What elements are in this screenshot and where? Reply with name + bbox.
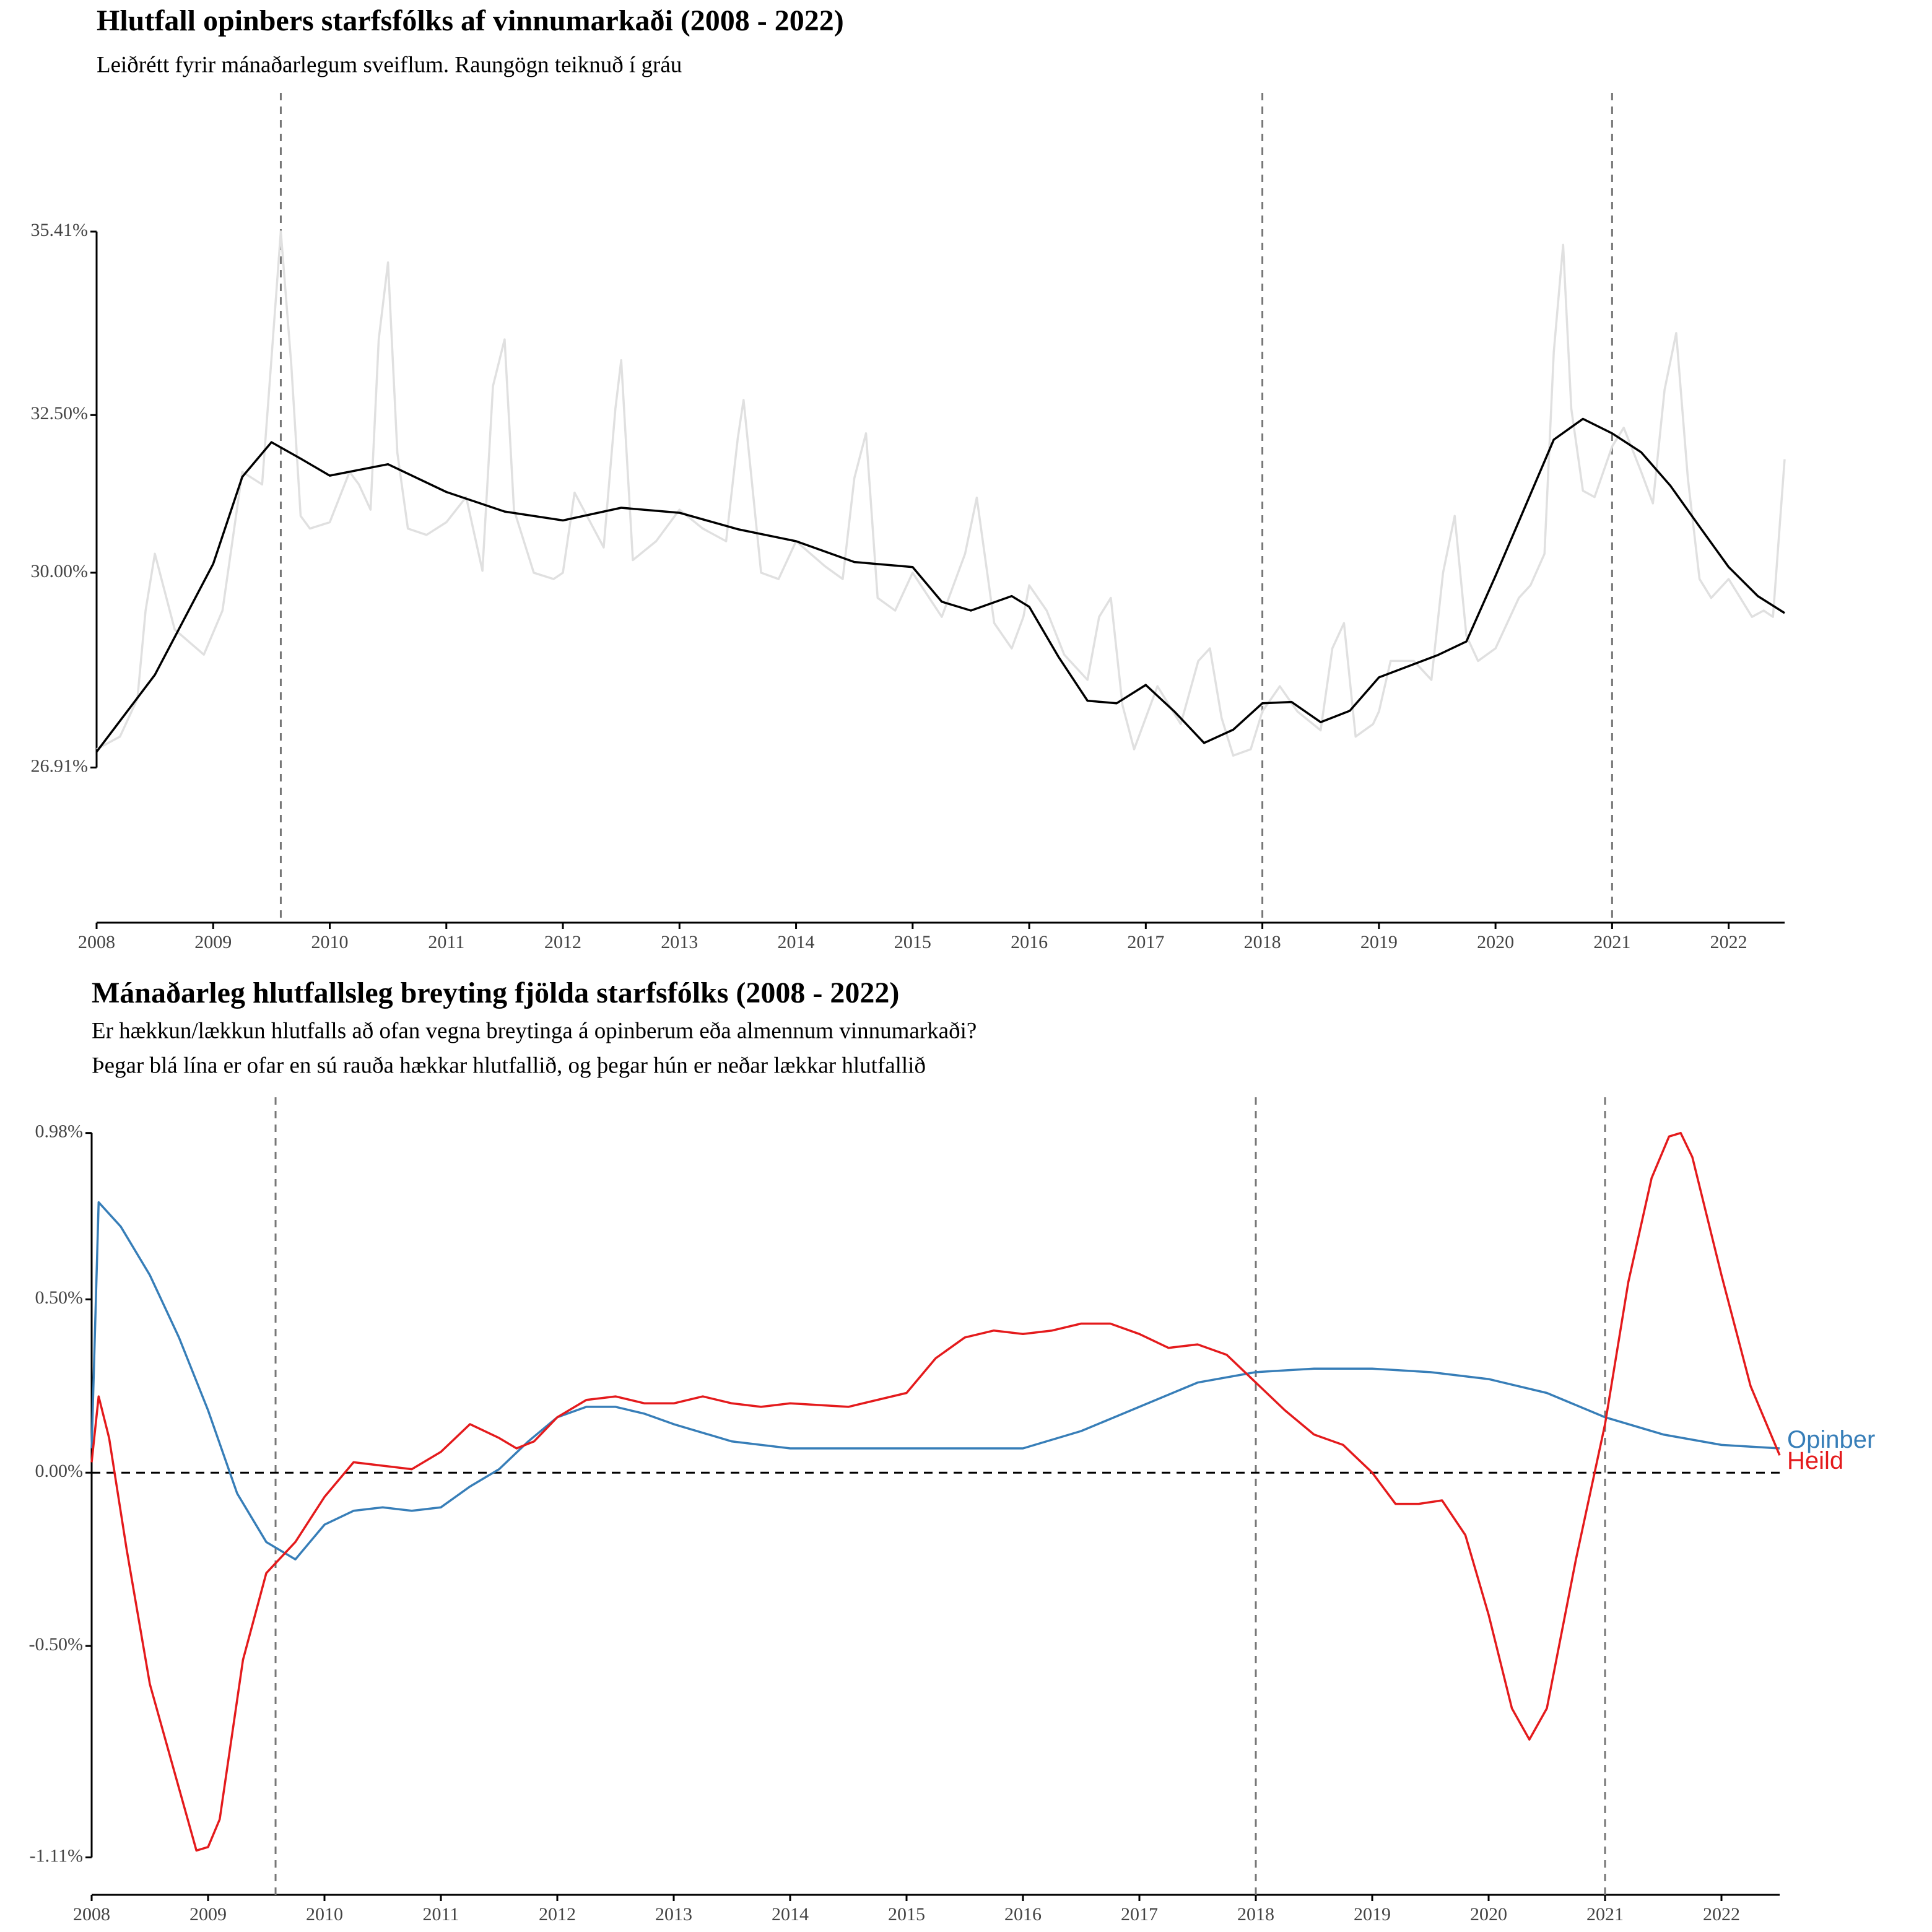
line [96,230,1786,757]
x-tick-label: 2016 [1004,1904,1042,1925]
x-tick-label: 2009 [194,932,232,952]
x-tick-label: 2017 [1127,932,1164,952]
x-tick-label: 2018 [1237,1904,1274,1925]
y-tick-label: -0.50% [29,1634,83,1655]
x-tick-label: 2008 [73,1904,110,1925]
x-tick-label: 2010 [306,1904,343,1925]
x-tick-label: 2018 [1244,932,1281,952]
x-tick-label: 2015 [894,932,931,952]
y-tick-label: 30.00% [31,561,89,581]
x-tick-label: 2021 [1593,932,1630,952]
y-tick-label: 0.00% [35,1461,84,1481]
y-tick-label: -1.11% [30,1845,83,1866]
x-tick-label: 2019 [1360,932,1398,952]
y-tick-label: 26.91% [31,755,89,776]
y-tick-label: 32.50% [31,403,89,424]
x-tick-label: 2014 [772,1904,809,1925]
line [90,1201,1780,1560]
x-tick-label: 2020 [1470,1904,1507,1925]
x-tick-label: 2010 [311,932,349,952]
chart-title: Mánaðarleg hlutfallsleg breyting fjölda … [92,977,899,1009]
chart-subtitle: Er hækkun/lækkun hlutfalls að ofan vegna… [92,1018,977,1043]
x-tick-label: 2019 [1354,1904,1391,1925]
y-tick-label: 0.50% [35,1287,84,1308]
x-tick-label: 2015 [888,1904,925,1925]
x-tick-label: 2013 [655,1904,692,1925]
x-tick-label: 2021 [1586,1904,1624,1925]
x-tick-label: 2022 [1703,1904,1740,1925]
x-tick-label: 2013 [661,932,698,952]
line [95,417,1785,753]
x-tick-label: 2014 [778,932,815,952]
y-tick-label: 0.98% [35,1121,84,1142]
x-tick-label: 2012 [539,1904,576,1925]
x-tick-label: 2012 [544,932,581,952]
x-tick-label: 2016 [1011,932,1048,952]
x-tick-label: 2008 [78,932,115,952]
chart-subtitle: Þegar blá lína er ofar en sú rauða hækka… [92,1053,926,1078]
x-tick-label: 2017 [1121,1904,1158,1925]
x-tick-label: 2011 [428,932,464,952]
x-tick-label: 2011 [423,1904,459,1925]
x-tick-label: 2022 [1710,932,1747,952]
chart-title: Hlutfall opinbers starfsfólks af vinnuma… [97,4,844,37]
series-label: Opinber [1787,1426,1875,1453]
x-tick-label: 2020 [1477,932,1514,952]
chart-subtitle: Leiðrétt fyrir mánaðarlegum sveiflum. Ra… [97,52,682,77]
y-tick-label: 35.41% [31,220,89,240]
line [90,1131,1781,1852]
series-label: Heild [1787,1447,1843,1474]
x-tick-label: 2009 [189,1904,227,1925]
